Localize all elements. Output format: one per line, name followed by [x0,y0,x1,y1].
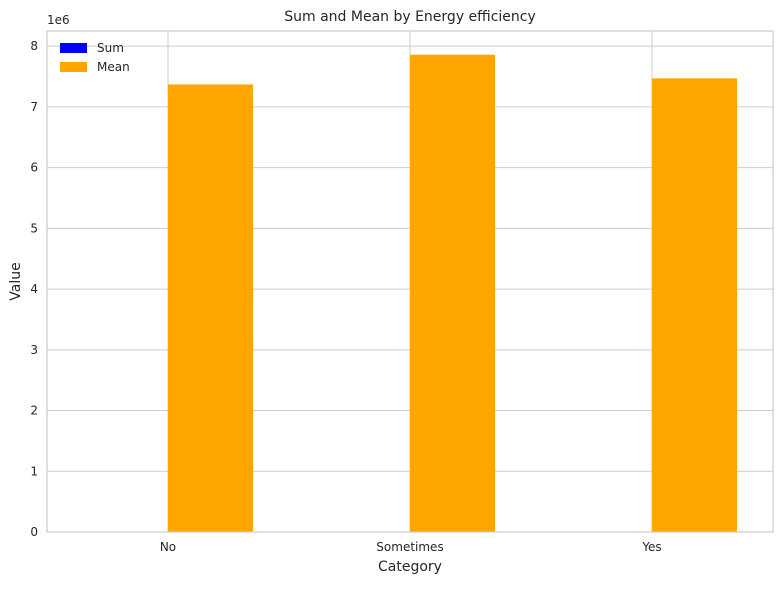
y-tick-label: 1 [30,464,38,478]
y-axis-title: Value [8,262,24,300]
legend-swatch-mean [60,62,87,72]
x-axis-title: Category [378,559,442,575]
y-tick-label: 4 [30,282,38,296]
y-tick-label: 0 [30,525,38,539]
y-tick-label: 2 [30,404,38,418]
legend-label-sum: Sum [97,41,124,55]
chart-title: Sum and Mean by Energy efficiency [284,9,536,25]
x-tick-labels: No Sometimes Yes [160,540,662,554]
bar-mean-yes [652,78,737,532]
x-tick-label: Yes [641,540,661,554]
legend-label-mean: Mean [97,60,130,74]
plot-frame [46,30,774,533]
bars [168,54,737,533]
bar-mean-sometimes [410,54,495,533]
y-tick-label: 3 [30,343,38,357]
y-tick-label: 5 [30,221,38,235]
bar-mean-no [168,84,253,532]
legend: Sum Mean [60,41,130,74]
y-tick-label: 7 [30,100,38,114]
y-tick-label: 8 [30,39,38,53]
x-tick-label: No [160,540,176,554]
y-tick-label: 6 [30,161,38,175]
y-offset-label: 1e6 [47,13,70,27]
x-tick-label: Sometimes [376,540,443,554]
y-tick-labels: 0 1 2 3 4 5 6 7 8 [30,39,38,539]
legend-swatch-sum [60,43,87,53]
